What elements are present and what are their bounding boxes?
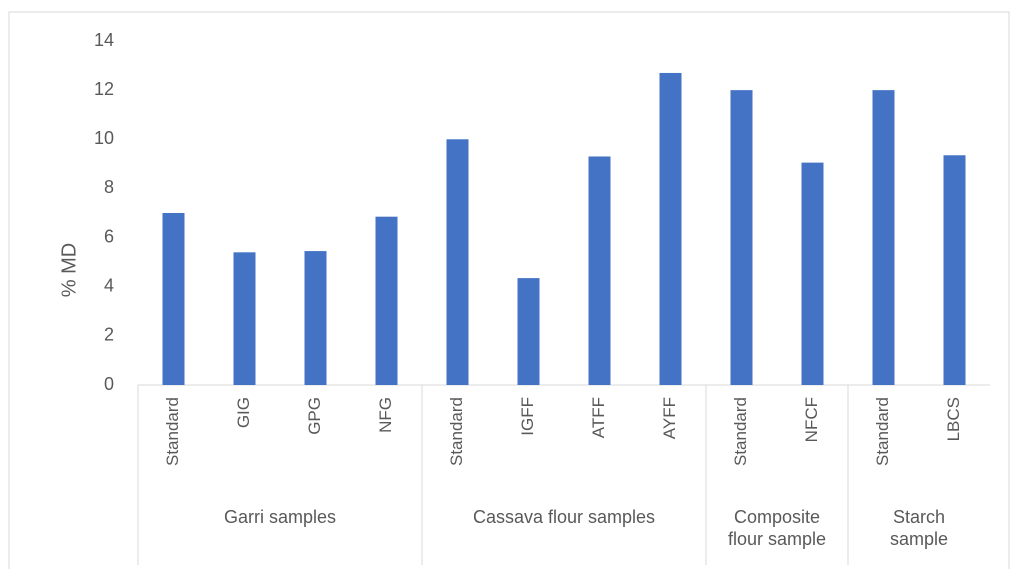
group-label-box: Composite flour sample	[727, 507, 827, 549]
bar	[730, 90, 753, 386]
x-tick-label: GPG	[305, 397, 324, 435]
chart-border	[8, 11, 1010, 573]
group-label-box: Garri samples	[223, 507, 337, 527]
x-tick-label: Standard	[163, 397, 182, 466]
bar	[943, 155, 966, 385]
bar	[375, 216, 398, 385]
bar	[517, 278, 540, 385]
y-tick-label: 6	[104, 226, 114, 246]
x-tick-label: LBCS	[944, 397, 963, 441]
group-label: Starch sample	[889, 507, 949, 549]
bar	[588, 156, 611, 385]
y-tick-label: 4	[104, 275, 114, 295]
x-tick-label: NFG	[376, 397, 395, 433]
group-label-box: Cassava flour samples	[472, 507, 656, 527]
y-tick-label: 14	[94, 30, 114, 50]
x-tick-label: ATFF	[589, 397, 608, 438]
x-tick-label: Standard	[873, 397, 892, 466]
x-tick-label: AYFF	[660, 397, 679, 439]
bar	[659, 72, 682, 385]
bar	[304, 251, 327, 385]
x-tick-label: Standard	[731, 397, 750, 466]
x-tick-label: NFCF	[802, 397, 821, 442]
y-tick-label: 12	[94, 79, 114, 99]
x-tick-label: IGFF	[518, 397, 537, 436]
y-tick-label: 2	[104, 325, 114, 345]
bar	[162, 213, 185, 385]
group-label: Garri samples	[223, 507, 337, 527]
group-label: Cassava flour samples	[472, 507, 656, 527]
y-axis-title: % MD	[58, 243, 80, 297]
bar	[801, 162, 824, 385]
x-tick-label: Standard	[447, 397, 466, 466]
bar	[233, 252, 256, 385]
x-tick-label: GIG	[234, 397, 253, 428]
group-label: Composite flour sample	[727, 507, 827, 549]
bar	[872, 90, 895, 386]
y-tick-label: 8	[104, 177, 114, 197]
bar	[446, 139, 469, 385]
y-tick-label: 10	[94, 128, 114, 148]
y-tick-label: 0	[104, 374, 114, 394]
group-label-box: Starch sample	[889, 507, 949, 549]
